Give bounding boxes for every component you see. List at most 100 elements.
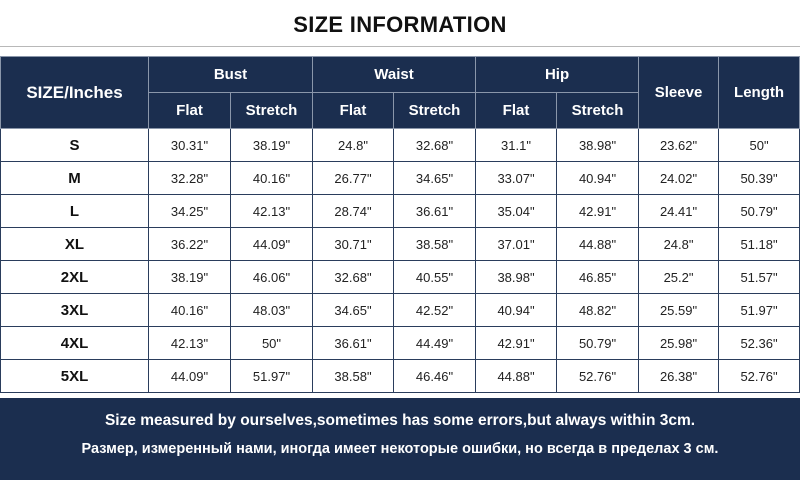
table-cell: 38.98" xyxy=(556,128,640,162)
header-bust-flat: Flat xyxy=(148,92,231,129)
table-cell: 42.13" xyxy=(148,326,231,360)
table-cell: 44.49" xyxy=(392,326,477,360)
table-cell: 51.57" xyxy=(718,260,800,294)
table-row: 2XL 38.19" 46.06" 32.68" 40.55" 38.98" 46.85" 2… xyxy=(0,260,800,294)
table-cell: 25.59" xyxy=(638,293,720,327)
table-cell: 30.71" xyxy=(312,227,394,261)
table-cell: 32.28" xyxy=(148,161,231,195)
table-cell: 50.39" xyxy=(718,161,800,195)
table-cell: 28.74" xyxy=(312,194,394,228)
table-cell: 44.09" xyxy=(230,227,313,261)
table-cell: 40.94" xyxy=(475,293,558,327)
header-waist: Waist xyxy=(311,56,477,93)
table-cell: 52.76" xyxy=(718,359,800,393)
table-cell: 24.8" xyxy=(638,227,720,261)
table-cell: 50.79" xyxy=(556,326,640,360)
table-cell: 34.25" xyxy=(148,194,231,228)
header-sleeve: Sleeve xyxy=(638,56,720,129)
table-cell: 30.31" xyxy=(148,128,231,162)
table-cell: 35.04" xyxy=(475,194,558,228)
table-cell: 40.16" xyxy=(148,293,231,327)
table-cell: 38.98" xyxy=(475,260,558,294)
footer-note-english: Size measured by ourselves,sometimes has… xyxy=(104,412,696,429)
table-cell: 23.62" xyxy=(638,128,720,162)
table-cell: 44.09" xyxy=(148,359,231,393)
table-cell: 42.52" xyxy=(392,293,477,327)
table-cell: 37.01" xyxy=(475,227,558,261)
table-cell: 24.8" xyxy=(312,128,394,162)
table-cell: 38.19" xyxy=(230,128,313,162)
size-label: 3XL xyxy=(0,293,149,327)
table-cell: 51.97" xyxy=(230,359,313,393)
footer-note-russian: Размер, измеренный нами, иногда имеет не… xyxy=(81,441,719,457)
table-cell: 44.88" xyxy=(475,359,558,393)
table-cell: 31.1" xyxy=(475,128,558,162)
table-row: 5XL 44.09" 51.97" 38.58" 46.46" 44.88" 52.76" 2… xyxy=(0,359,800,393)
header-size: SIZE/Inches xyxy=(0,56,149,129)
table-cell: 25.2" xyxy=(638,260,720,294)
table-cell: 51.18" xyxy=(718,227,800,261)
table-row: S 30.31" 38.19" 24.8" 32.68" 31.1" 38.98" 23.62… xyxy=(0,128,800,162)
table-cell: 46.46" xyxy=(392,359,477,393)
header-length: Length xyxy=(718,56,800,129)
table-row: XL 36.22" 44.09" 30.71" 38.58" 37.01" 44.88" 24… xyxy=(0,227,800,261)
table-row: 3XL 40.16" 48.03" 34.65" 42.52" 40.94" 48.82" 2… xyxy=(0,293,800,327)
table-cell: 42.13" xyxy=(230,194,313,228)
table-cell: 50" xyxy=(230,326,313,360)
header-waist-stretch: Stretch xyxy=(392,92,477,129)
table-cell: 36.61" xyxy=(392,194,477,228)
table-cell: 36.61" xyxy=(312,326,394,360)
table-cell: 42.91" xyxy=(475,326,558,360)
table-row: L 34.25" 42.13" 28.74" 36.61" 35.04" 42.91" 24.… xyxy=(0,194,800,228)
table-cell: 40.94" xyxy=(556,161,640,195)
size-label: 2XL xyxy=(0,260,149,294)
size-label: XL xyxy=(0,227,149,261)
table-cell: 48.03" xyxy=(230,293,313,327)
table-cell: 38.58" xyxy=(392,227,477,261)
table-cell: 40.16" xyxy=(230,161,313,195)
header-hip: Hip xyxy=(475,56,640,93)
header-hip-stretch: Stretch xyxy=(556,92,640,129)
size-label: L xyxy=(0,194,149,228)
table-cell: 32.68" xyxy=(312,260,394,294)
table-cell: 34.65" xyxy=(392,161,477,195)
table-cell: 51.97" xyxy=(718,293,800,327)
table-cell: 33.07" xyxy=(475,161,558,195)
table-cell: 34.65" xyxy=(312,293,394,327)
size-label: M xyxy=(0,161,149,195)
size-table-body: S 30.31" 38.19" 24.8" 32.68" 31.1" 38.98" 23.62… xyxy=(0,128,800,393)
header-hip-flat: Flat xyxy=(475,92,558,129)
title-divider xyxy=(0,46,800,47)
page-title: SIZE INFORMATION xyxy=(293,12,507,37)
table-cell: 52.76" xyxy=(556,359,640,393)
table-cell: 24.41" xyxy=(638,194,720,228)
table-cell: 46.06" xyxy=(230,260,313,294)
table-cell: 25.98" xyxy=(638,326,720,360)
table-cell: 26.77" xyxy=(312,161,394,195)
size-label: 5XL xyxy=(0,359,149,393)
table-cell: 42.91" xyxy=(556,194,640,228)
table-cell: 48.82" xyxy=(556,293,640,327)
table-cell: 46.85" xyxy=(556,260,640,294)
header-bust: Bust xyxy=(148,56,313,93)
table-cell: 38.58" xyxy=(312,359,394,393)
table-cell: 50" xyxy=(718,128,800,162)
table-cell: 36.22" xyxy=(148,227,231,261)
header-waist-flat: Flat xyxy=(312,92,394,129)
table-cell: 38.19" xyxy=(148,260,231,294)
table-row: M 32.28" 40.16" 26.77" 34.65" 33.07" 40.94" 24.… xyxy=(0,161,800,195)
size-label: S xyxy=(0,128,149,162)
footer-note: Size measured by ourselves,sometimes has… xyxy=(0,398,800,480)
title-area: SIZE INFORMATION xyxy=(0,0,800,56)
size-table: SIZE/Inches Bust Waist Hip Sleeve Length… xyxy=(0,56,800,393)
table-cell: 26.38" xyxy=(638,359,720,393)
table-cell: 32.68" xyxy=(392,128,477,162)
table-cell: 24.02" xyxy=(638,161,720,195)
header-bust-stretch: Stretch xyxy=(230,92,313,129)
table-cell: 50.79" xyxy=(718,194,800,228)
table-cell: 44.88" xyxy=(556,227,640,261)
table-row: 4XL 42.13" 50" 36.61" 44.49" 42.91" 50.79" 25.9… xyxy=(0,326,800,360)
table-cell: 52.36" xyxy=(718,326,800,360)
table-cell: 40.55" xyxy=(392,260,477,294)
size-label: 4XL xyxy=(0,326,149,360)
